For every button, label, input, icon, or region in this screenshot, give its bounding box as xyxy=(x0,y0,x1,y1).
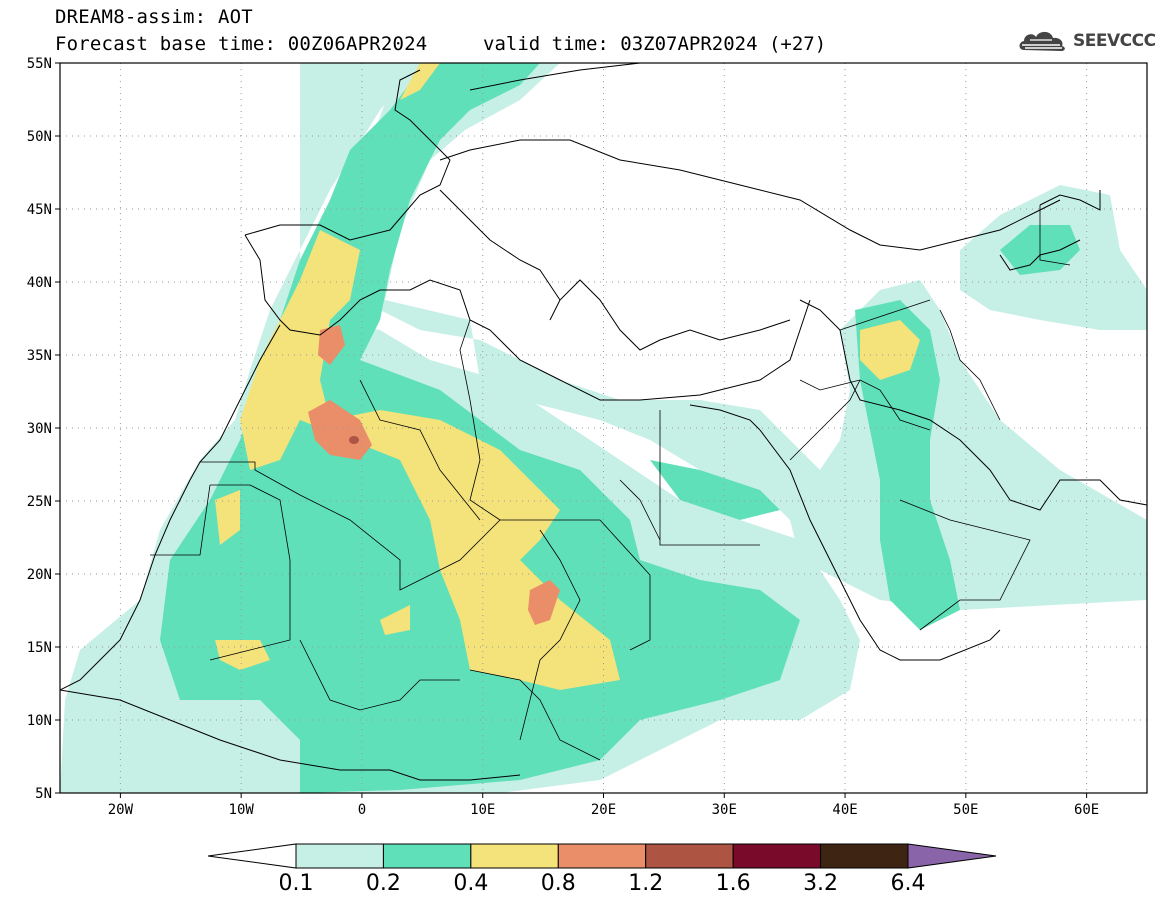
country-borders xyxy=(150,205,1071,761)
lon-tick-label: 30E xyxy=(712,802,737,818)
lat-tick-label: 45N xyxy=(27,202,52,218)
valid-time: valid time: 03Z07APR2024 (+27) xyxy=(483,33,827,55)
aot-contour-1.2 xyxy=(349,436,359,444)
colorbar-box xyxy=(557,843,647,869)
lat-tick-label: 35N xyxy=(27,348,52,364)
colorbar-label: 6.4 xyxy=(891,871,926,896)
map-title: DREAM8-assim: AOT xyxy=(55,6,253,28)
colorbar: 0.1 0.2 0.4 0.8 1.2 1.6 3.2 6.4 xyxy=(207,843,997,896)
lat-tick-label: 25N xyxy=(27,494,52,510)
lat-tick-label: 55N xyxy=(27,56,52,72)
colorbar-label: 0.1 xyxy=(279,871,314,896)
colorbar-label: 1.2 xyxy=(628,871,663,896)
lon-tick-label: 50E xyxy=(953,802,978,818)
logo-text: SEEVCCC xyxy=(1073,31,1156,51)
lat-tick-label: 5N xyxy=(35,786,52,802)
colorbar-box xyxy=(820,843,909,869)
lat-tick-label: 20N xyxy=(27,567,52,583)
colorbar-label: 0.4 xyxy=(453,871,488,896)
colorbar-box xyxy=(295,843,384,869)
colorbar-box xyxy=(732,843,822,869)
lat-tick-label: 30N xyxy=(27,421,52,437)
lon-tick-label: 10E xyxy=(470,802,495,818)
longitude-labels: 20W 10W 0 10E 20E 30E 40E 50E 60E xyxy=(108,793,1099,818)
colorbar-under-triangle xyxy=(207,843,297,869)
lat-tick-label: 50N xyxy=(27,129,52,145)
lon-tick-label: 40E xyxy=(832,802,857,818)
colorbar-label: 3.2 xyxy=(803,871,838,896)
colorbar-label: 0.8 xyxy=(541,871,576,896)
lat-tick-label: 10N xyxy=(27,713,52,729)
latitude-labels: 55N 50N 45N 40N 35N 30N 25N 20N 15N 10N 5N xyxy=(27,56,60,802)
colorbar-box xyxy=(470,843,559,869)
colorbar-label: 0.2 xyxy=(366,871,401,896)
cloud-icon xyxy=(1019,31,1065,51)
seevccc-logo: SEEVCCC xyxy=(1016,25,1156,57)
colorbar-box xyxy=(645,843,734,869)
colorbar-over-triangle xyxy=(907,843,997,869)
coastlines xyxy=(60,63,1147,781)
lon-tick-label: 60E xyxy=(1074,802,1099,818)
forecast-base-time: Forecast base time: 00Z06APR2024 xyxy=(55,33,428,55)
aot-contour-0.8 xyxy=(308,325,560,625)
colorbar-box xyxy=(382,843,472,869)
lon-tick-label: 10W xyxy=(229,802,255,818)
lat-tick-label: 15N xyxy=(27,640,52,656)
aot-contour-0.4 xyxy=(215,63,920,690)
lon-tick-label: 0 xyxy=(358,802,366,818)
lat-tick-label: 40N xyxy=(27,275,52,291)
lon-tick-label: 20W xyxy=(108,802,134,818)
colorbar-label: 1.6 xyxy=(716,871,751,896)
lon-tick-label: 20E xyxy=(591,802,616,818)
